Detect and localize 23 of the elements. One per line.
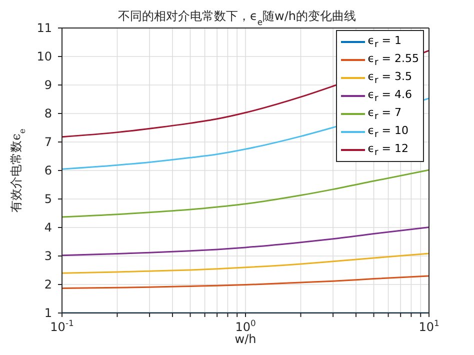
y-tick-label: 3 xyxy=(44,249,52,263)
legend-label: ϵ$_{r}$ = 10 xyxy=(368,124,409,140)
y-tick-label: 5 xyxy=(44,192,52,206)
legend-label: ϵ$_{r}$ = 12 xyxy=(368,142,409,158)
y-tick-label: 11 xyxy=(36,21,52,35)
x-tick-label: 10$^{1}$ xyxy=(418,318,440,334)
legend-label: ϵ$_{r}$ = 1 xyxy=(368,34,402,50)
legend-label: ϵ$_{r}$ = 2.55 xyxy=(368,52,419,68)
x-tick-label: 10$^{0}$ xyxy=(235,318,256,334)
y-tick-label: 4 xyxy=(44,220,52,234)
x-axis-title: w/h xyxy=(234,332,256,346)
y-tick-label: 7 xyxy=(44,135,52,149)
y-tick-label: 2 xyxy=(44,278,52,292)
y-tick-label: 8 xyxy=(44,106,52,120)
legend-label: ϵ$_{r}$ = 7 xyxy=(368,106,402,122)
x-tick-label: 10$^{-1}$ xyxy=(50,318,74,334)
legend-label: ϵ$_{r}$ = 3.5 xyxy=(368,70,412,86)
chart-title: 不同的相对介电常数下，ϵ$_{e}$随w/h的变化曲线 xyxy=(118,9,356,27)
y-tick-label: 1 xyxy=(44,306,52,320)
y-tick-label: 9 xyxy=(44,78,52,92)
y-tick-label: 6 xyxy=(44,164,52,178)
y-tick-label: 10 xyxy=(36,50,52,64)
legend-label: ϵ$_{r}$ = 4.6 xyxy=(368,88,412,104)
